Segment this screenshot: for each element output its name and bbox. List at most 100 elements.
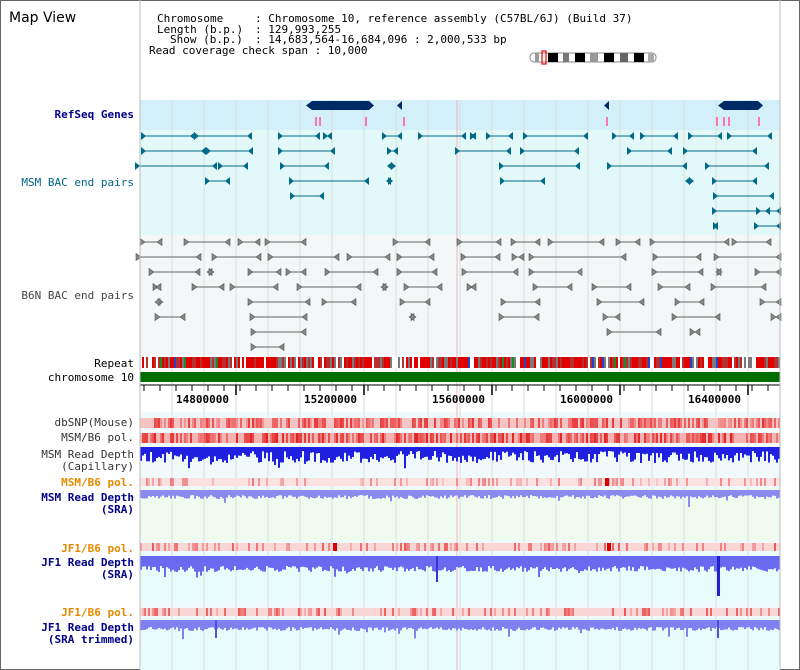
depth-bar [308, 556, 310, 571]
track-label-jf1-depth-sra[interactable]: JF1 Read Depth [41, 556, 134, 569]
heatmap-cell [170, 418, 172, 428]
depth-bar [696, 447, 698, 458]
heatmap-cell [672, 608, 674, 616]
track-label-b6n-bac[interactable]: B6N BAC end pairs [21, 289, 134, 302]
bac-end-arrow [154, 312, 161, 322]
depth-bar [534, 620, 536, 628]
heatmap-cell [360, 478, 362, 486]
heatmap-cell [370, 433, 372, 443]
track-label-msm-b6-pol[interactable]: MSM/B6 pol. [61, 431, 134, 444]
depth-bar [564, 490, 566, 496]
heatmap-cell [770, 433, 772, 443]
depth-bar [388, 490, 390, 498]
depth-bar [754, 447, 756, 454]
depth-bar [264, 447, 266, 459]
heatmap-cell [368, 418, 370, 428]
depth-bar [710, 490, 712, 498]
depth-bar [694, 490, 696, 498]
heatmap-cell [256, 543, 258, 551]
depth-bar [736, 490, 738, 498]
heatmap-cell [670, 418, 672, 428]
depth-bar [354, 556, 356, 571]
depth-bar [628, 447, 630, 453]
bac-end-arrow [327, 132, 332, 140]
track-label-jf1-b6-pol[interactable]: JF1/B6 pol. [61, 542, 134, 555]
depth-bar [384, 447, 386, 457]
depth-bar [498, 556, 500, 572]
depth-bar [692, 447, 694, 463]
heatmap-cell [416, 543, 418, 551]
depth-bar [724, 620, 726, 630]
bac-end-arrow [500, 297, 507, 307]
axis-tick-label: 14800000 [176, 393, 229, 406]
depth-bar [432, 447, 434, 456]
depth-bar [620, 490, 622, 497]
depth-bar [430, 556, 432, 567]
track-label-refseq[interactable]: RefSeq Genes [54, 108, 134, 121]
depth-bar [386, 490, 388, 496]
bac-end-arrow [392, 237, 399, 247]
heatmap-cell [766, 418, 768, 428]
track-label-msm-bac[interactable]: MSM BAC end pairs [21, 176, 134, 189]
depth-bar [386, 447, 388, 457]
depth-bar [662, 620, 664, 631]
depth-bar [620, 620, 622, 631]
repeat-element [676, 357, 678, 368]
heatmap-cell [488, 418, 490, 428]
depth-bar [284, 620, 286, 631]
track-label-dbsnp[interactable]: dbSNP(Mouse) [54, 416, 134, 429]
heatmap-cell [546, 433, 548, 443]
depth-bar [346, 490, 348, 499]
depth-bar [654, 447, 656, 463]
heatmap-cell [310, 608, 312, 616]
heatmap-cell [194, 418, 196, 428]
depth-bar [756, 620, 758, 629]
track-label-msm-depth-sra[interactable]: MSM Read Depth [41, 491, 134, 504]
depth-bar [570, 556, 572, 569]
heatmap-cell [532, 418, 534, 428]
bac-end-arrow [264, 237, 271, 247]
repeat-element [478, 357, 480, 368]
depth-bar [732, 620, 734, 631]
track-label-jf1-depth-trimmed[interactable]: JF1 Read Depth [41, 621, 134, 634]
track-label-msm-b6-pol-2[interactable]: MSM/B6 pol. [61, 476, 134, 489]
repeat-element [360, 357, 362, 368]
depth-bar [172, 556, 174, 570]
depth-bar [382, 620, 384, 628]
track-label-msm-depth-capillary[interactable]: MSM Read Depth [41, 448, 134, 461]
heatmap-cell [162, 433, 164, 443]
heatmap-cell [418, 418, 420, 428]
depth-bar [422, 447, 424, 458]
depth-bar [302, 490, 304, 496]
bac-end-arrow [688, 132, 693, 140]
bac-end-arrow [694, 327, 701, 337]
depth-bar [232, 556, 234, 570]
depth-bar [468, 620, 470, 630]
depth-bar [610, 620, 612, 630]
heatmap-cell [386, 418, 388, 428]
depth-bar [748, 447, 750, 456]
heatmap-cell [720, 478, 722, 486]
heatmap-cell [750, 608, 752, 616]
depth-bar [712, 447, 714, 462]
depth-bar [710, 620, 712, 631]
depth-bar [216, 447, 218, 461]
depth-bar [624, 620, 626, 629]
repeat-element [752, 357, 754, 368]
depth-bar [716, 490, 718, 497]
depth-bar [474, 447, 476, 457]
depth-bar [460, 490, 462, 497]
depth-bar [254, 556, 256, 568]
bac-end-arrow [267, 252, 274, 262]
heatmap-cell [396, 543, 398, 551]
bac-end-arrow [765, 237, 772, 247]
depth-bar [668, 447, 670, 458]
heatmap-cell [380, 608, 382, 616]
depth-bar [336, 447, 338, 458]
track-label-repeat[interactable]: Repeat [94, 357, 134, 370]
depth-bar [558, 447, 560, 463]
heatmap-cell [456, 543, 458, 551]
heatmap-cell [156, 418, 158, 428]
track-label-chromosome[interactable]: chromosome 10 [47, 371, 134, 384]
track-label-jf1-b6-pol-2[interactable]: JF1/B6 pol. [61, 606, 134, 619]
